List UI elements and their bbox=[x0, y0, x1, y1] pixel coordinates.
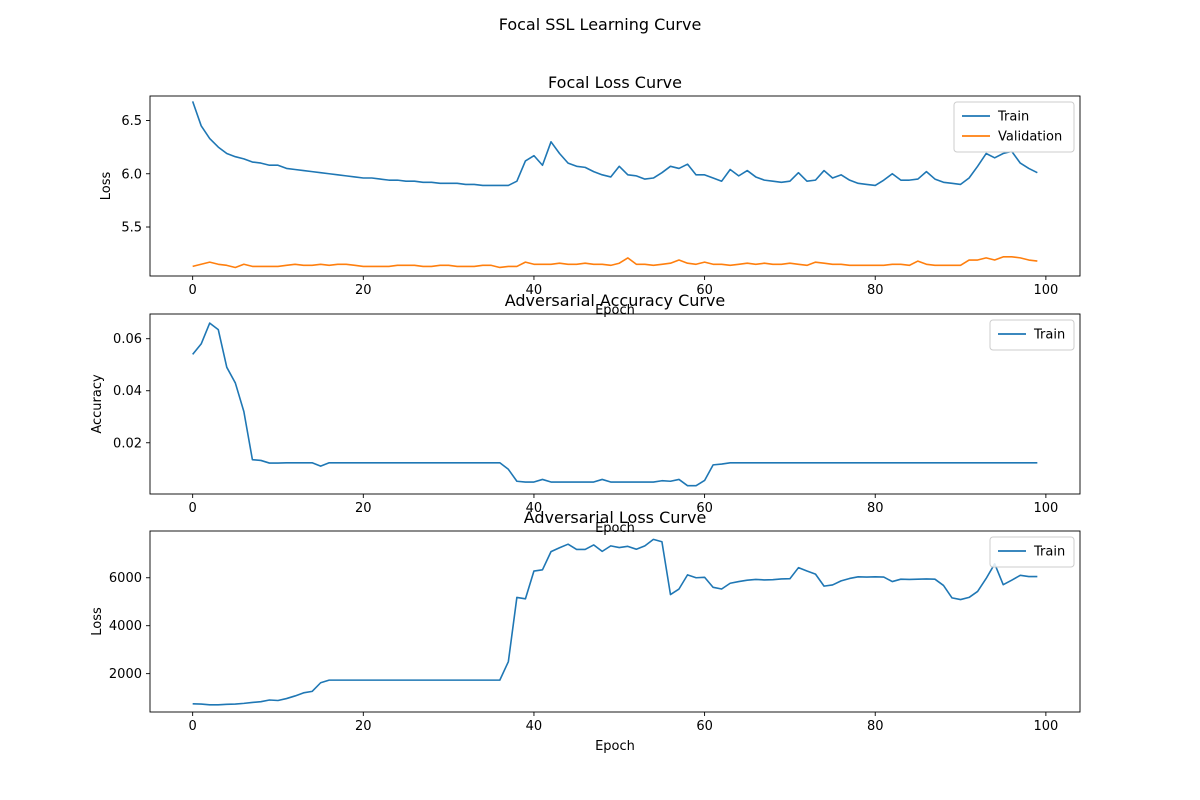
x-tick-label: 40 bbox=[526, 283, 543, 298]
x-tick-label: 20 bbox=[355, 719, 372, 734]
subplot-title: Adversarial Accuracy Curve bbox=[505, 291, 726, 310]
x-tick-label: 80 bbox=[867, 283, 884, 298]
x-tick-label: 60 bbox=[696, 283, 713, 298]
x-tick-label: 20 bbox=[355, 283, 372, 298]
subplot-2: 0 20 40 60 80 100 0.02 0.04 0.06 Epoch Accuracy Adv… bbox=[90, 291, 1081, 536]
axes-frame bbox=[149, 530, 1081, 713]
x-tick-label: 40 bbox=[526, 501, 543, 516]
x-tick-label: 0 bbox=[189, 283, 197, 298]
series-line-train bbox=[192, 538, 1038, 706]
subplot-3: 0 20 40 60 80 100 2000 4000 6000 Epoch Loss Adversa… bbox=[90, 508, 1081, 754]
legend-box bbox=[989, 536, 1075, 568]
axes-frame bbox=[149, 95, 1081, 277]
legend-label-validation: Validation bbox=[998, 130, 1062, 145]
x-tick-label: 100 bbox=[1033, 719, 1058, 734]
x-tick-label: 0 bbox=[189, 501, 197, 516]
y-axis-label: Loss bbox=[99, 172, 114, 201]
y-tick-label: 5.5 bbox=[121, 221, 142, 236]
y-tick-label: 0.06 bbox=[113, 332, 142, 347]
y-axis-label: Loss bbox=[90, 607, 105, 636]
x-tick-label: 60 bbox=[696, 501, 713, 516]
legend-label-train: Train bbox=[1033, 545, 1065, 560]
x-tick-label: 0 bbox=[189, 719, 197, 734]
figure-suptitle: Focal SSL Learning Curve bbox=[499, 15, 702, 34]
y-tick-label: 6000 bbox=[109, 571, 142, 586]
axes-frame bbox=[149, 313, 1081, 495]
series-line-train bbox=[191, 101, 1038, 187]
subplot-panels: 0 20 40 60 80 100 5.5 6.0 6.5 Epoch Loss Focal Loss… bbox=[90, 73, 1081, 754]
x-tick-label: 60 bbox=[696, 719, 713, 734]
legend: Train bbox=[989, 536, 1075, 568]
series-line-validation bbox=[192, 256, 1038, 269]
y-axis-label: Accuracy bbox=[90, 374, 105, 434]
x-tick-label: 80 bbox=[867, 501, 884, 516]
y-tick-label: 0.02 bbox=[113, 436, 142, 451]
x-tick-label: 100 bbox=[1033, 501, 1058, 516]
legend: Train bbox=[989, 319, 1075, 351]
x-tick-label: 80 bbox=[867, 719, 884, 734]
series-line-train bbox=[192, 322, 1038, 487]
x-axis-label: Epoch bbox=[595, 739, 635, 754]
x-tick-label: 20 bbox=[355, 501, 372, 516]
legend-box bbox=[989, 319, 1075, 351]
y-tick-label: 6.0 bbox=[121, 167, 142, 182]
x-axis-label: Epoch bbox=[595, 521, 635, 536]
legend: Train Validation bbox=[953, 101, 1075, 153]
x-tick-label: 100 bbox=[1033, 283, 1058, 298]
legend-label-train: Train bbox=[997, 110, 1029, 125]
subplot-title: Focal Loss Curve bbox=[548, 73, 682, 92]
y-tick-label: 0.04 bbox=[113, 384, 142, 399]
y-tick-label: 4000 bbox=[109, 619, 142, 634]
subplot-title: Adversarial Loss Curve bbox=[524, 508, 707, 527]
legend-label-train: Train bbox=[1033, 328, 1065, 343]
y-tick-label: 6.5 bbox=[121, 114, 142, 129]
y-tick-label: 2000 bbox=[109, 667, 142, 682]
x-tick-label: 40 bbox=[526, 719, 543, 734]
legend-box bbox=[953, 101, 1075, 153]
